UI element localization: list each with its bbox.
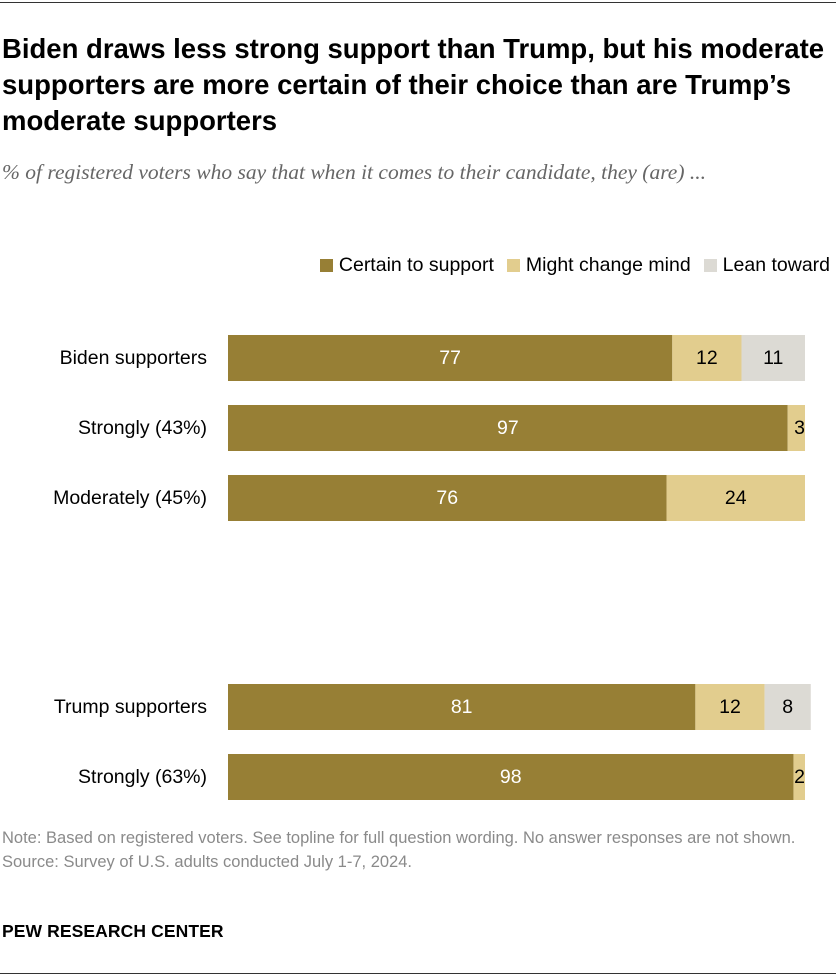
data-label-might-change-mind-1: 12	[696, 347, 718, 369]
data-label-might-change-mind-4: 12	[719, 696, 741, 718]
category-label-2: Strongly (43%)	[78, 417, 207, 439]
legend-item-lean-toward: Lean toward	[703, 254, 830, 277]
bottom-rule	[0, 973, 836, 974]
data-label-lean-toward-1: 11	[763, 347, 783, 369]
data-label-certain-to-support-3: 76	[436, 487, 458, 509]
category-label-5: Strongly (63%)	[78, 766, 207, 788]
bar-certain-to-support-2	[228, 405, 788, 451]
data-label-certain-to-support-1: 77	[439, 347, 461, 369]
bar-certain-to-support-4	[228, 684, 696, 730]
data-label-might-change-mind-3: 24	[725, 487, 747, 509]
brand-logo-text: PEW RESEARCH CENTER	[2, 921, 224, 941]
bar-might-change-mind-5	[793, 754, 805, 800]
category-label-1: Biden supporters	[60, 347, 208, 369]
legend-label-certain: Certain to support	[338, 254, 494, 276]
bar-certain-to-support-5	[228, 754, 794, 800]
source-text: Source: Survey of U.S. adults conducted …	[2, 853, 412, 871]
chart-subtitle: % of registered voters who say that when…	[2, 160, 706, 184]
legend-item-certain: Certain to support	[319, 254, 494, 277]
footer-notes: Note: Based on registered voters. See to…	[2, 826, 836, 874]
legend: Certain to support Might change mind Lea…	[319, 254, 830, 277]
legend-label-lean-toward: Lean toward	[722, 254, 830, 276]
data-label-lean-toward-4: 8	[782, 696, 793, 718]
category-label-3: Moderately (45%)	[53, 487, 207, 509]
data-label-certain-to-support-5: 98	[500, 766, 522, 788]
data-label-certain-to-support-4: 81	[451, 696, 473, 718]
data-label-might-change-mind-2: 3	[794, 417, 805, 439]
bar-might-change-mind-4	[695, 684, 765, 730]
chart-title: Biden draws less strong support than Tru…	[2, 33, 825, 136]
bar-certain-to-support-3	[228, 475, 667, 521]
bar-might-change-mind-1	[672, 335, 742, 381]
bar-might-change-mind-2	[787, 405, 805, 451]
legend-swatch-certain	[319, 259, 333, 272]
legend-swatch-might-change	[506, 259, 520, 272]
legend-swatch-lean-toward	[703, 259, 717, 272]
stacked-bar-chart: Biden supporters 77 12 11 Strongly (43%) 97 3 M…	[53, 335, 811, 800]
bar-lean-toward-4	[764, 684, 811, 730]
bar-might-change-mind-3	[666, 475, 805, 521]
legend-item-might-change: Might change mind	[506, 254, 691, 277]
note-text: Note: Based on registered voters. See to…	[2, 829, 796, 847]
legend-label-might-change: Might change mind	[525, 254, 691, 276]
bar-lean-toward-1	[741, 335, 805, 381]
bar-certain-to-support-1	[228, 335, 673, 381]
data-label-might-change-mind-5: 2	[794, 766, 805, 788]
top-rule	[0, 2, 836, 3]
category-label-4: Trump supporters	[54, 696, 207, 718]
data-label-certain-to-support-2: 97	[497, 417, 519, 439]
